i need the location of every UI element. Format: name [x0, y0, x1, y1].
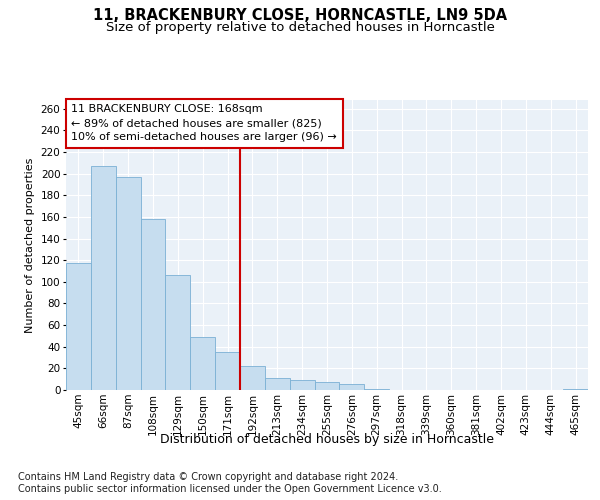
Bar — [66, 264, 91, 390]
Bar — [91, 166, 116, 390]
Bar — [116, 177, 140, 390]
Bar — [265, 378, 290, 390]
Y-axis label: Number of detached properties: Number of detached properties — [25, 158, 35, 332]
Text: Size of property relative to detached houses in Horncastle: Size of property relative to detached ho… — [106, 21, 494, 34]
Bar — [364, 389, 389, 390]
Bar — [215, 352, 240, 390]
Text: 11, BRACKENBURY CLOSE, HORNCASTLE, LN9 5DA: 11, BRACKENBURY CLOSE, HORNCASTLE, LN9 5… — [93, 8, 507, 22]
Bar — [563, 389, 588, 390]
Text: Contains public sector information licensed under the Open Government Licence v3: Contains public sector information licen… — [18, 484, 442, 494]
Bar — [190, 337, 215, 390]
Text: 11 BRACKENBURY CLOSE: 168sqm
← 89% of detached houses are smaller (825)
10% of s: 11 BRACKENBURY CLOSE: 168sqm ← 89% of de… — [71, 104, 337, 142]
Bar — [140, 219, 166, 390]
Bar — [290, 380, 314, 390]
Text: Distribution of detached houses by size in Horncastle: Distribution of detached houses by size … — [160, 432, 494, 446]
Bar — [240, 366, 265, 390]
Bar — [340, 384, 364, 390]
Bar — [166, 276, 190, 390]
Bar — [314, 382, 340, 390]
Text: Contains HM Land Registry data © Crown copyright and database right 2024.: Contains HM Land Registry data © Crown c… — [18, 472, 398, 482]
